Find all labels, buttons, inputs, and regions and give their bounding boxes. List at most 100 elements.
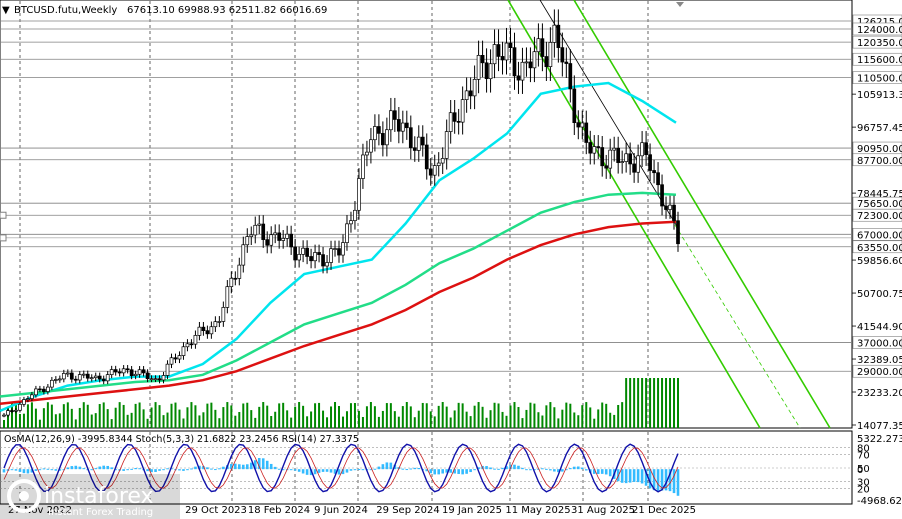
candle-body [341,242,345,256]
date-label: 11 May 2025 [505,505,570,516]
candle-body [73,378,78,381]
osma-bar [214,469,217,471]
volume-bar [585,402,588,428]
osma-bar [373,468,377,470]
candle-body [177,355,182,360]
candle-body [620,161,625,163]
osma-bar [425,469,429,472]
volume-bar [330,406,333,428]
osma-bar [106,465,109,470]
osma-bar [648,469,652,489]
candle-body [345,223,349,243]
osma-bar [584,469,588,471]
candle-body [265,239,270,246]
volume-bar [230,405,233,428]
volume-bar [302,405,305,428]
volume-bar [146,418,149,428]
price-level-badge [852,71,902,84]
indicator-marks [0,443,852,496]
candle-body [109,369,114,376]
brand-tagline: Instant Forex Trading [48,507,153,518]
volume-bar [62,404,65,428]
indicator-axis-label: 70 [857,450,870,461]
osma-bar [230,463,233,470]
volume-bar [577,415,580,428]
osma-bar [377,466,381,470]
osma-bar [453,469,456,474]
candle-body [337,248,341,256]
volume-bar [266,405,269,428]
osma-bar [600,469,604,474]
candle-body [93,375,98,379]
volume-bar [373,406,376,428]
candle-body [616,147,621,163]
candle-body [18,403,22,411]
osma-bar [668,469,672,492]
volume-bar [401,406,404,428]
volume-bar [557,418,560,428]
price-label: 75650.00 [857,199,902,210]
ma-cyan-line [0,81,677,413]
candles [2,9,680,418]
osma-bar [301,469,305,474]
candle-body [472,79,477,97]
osma-bar [557,469,560,473]
osma-bar [501,467,504,470]
volume-bar [653,378,656,428]
volume-bar [14,404,17,428]
volume-bar [477,402,480,428]
date-label: 18 Feb 2024 [248,505,310,516]
candle-body [508,42,513,49]
candle-body [26,398,30,400]
candle-body [53,379,58,381]
candle-body [444,131,449,159]
price-label: 72300.00 [857,211,902,222]
candle-body [456,121,461,123]
scroll-marker-icon[interactable] [676,2,684,7]
candle-body [644,142,648,156]
candle-body [193,335,198,345]
candle-body [568,63,573,90]
candle-body [600,147,605,167]
candle-body [572,88,577,123]
date-label: 29 Sep 2024 [376,505,439,516]
osma-bar [273,466,277,470]
candle-body [373,126,377,141]
volume-bar [393,411,396,428]
candle-body [197,326,202,336]
volume-bar [533,403,536,428]
candle-body [652,170,656,174]
volume-bar [290,417,293,428]
volume-bar [625,378,628,428]
volume-bar [174,402,177,428]
indicator-axis-label: 5322.2737 [857,434,902,445]
volume-bar [513,402,516,428]
osma-bar [182,469,185,471]
volume-bar [433,416,436,428]
candle-body [249,234,254,237]
candle-body [61,373,66,380]
candle-body [369,139,373,153]
volume-bar [150,407,153,428]
volume-bar [162,415,165,428]
osma-bar [676,469,680,496]
candle-body [604,165,609,169]
osma-bar [42,468,46,470]
volume-bar [222,407,225,428]
osma-bar [437,469,441,475]
volume-bar [581,405,584,428]
osma-bar [50,469,54,471]
osma-bar [624,469,628,484]
price-level-badge [852,240,902,254]
volume-bar [34,408,37,428]
candle-body [500,56,505,61]
osma-bar [664,469,668,491]
candle-body [89,377,94,380]
candle-body [357,178,361,211]
candle-body [564,61,569,64]
volume-bar [66,402,69,428]
volume-bar [669,378,672,428]
candle-body [285,233,290,239]
volume-bar [110,419,113,428]
candle-body [277,232,282,241]
